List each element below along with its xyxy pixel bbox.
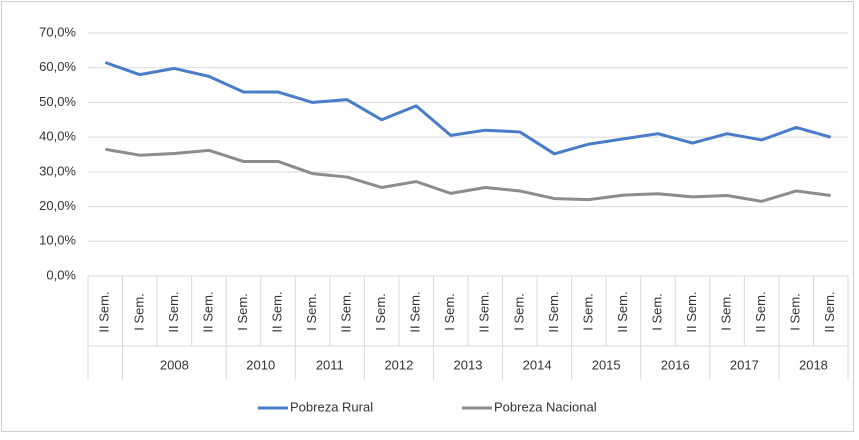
x-tick-label: I Sem. bbox=[131, 293, 146, 331]
x-tick-label: II Sem. bbox=[684, 291, 699, 332]
legend-label: Pobreza Nacional bbox=[494, 399, 597, 414]
y-tick-label: 60,0% bbox=[39, 59, 76, 74]
x-tick-label: I Sem. bbox=[649, 293, 664, 331]
y-tick-label: 70,0% bbox=[39, 24, 76, 39]
y-tick-label: 0,0% bbox=[46, 267, 76, 282]
y-tick-label: 10,0% bbox=[39, 233, 76, 248]
series-line bbox=[104, 61, 832, 156]
x-tick-label: II Sem. bbox=[546, 291, 561, 332]
x-tick-label: II Sem. bbox=[477, 291, 492, 332]
x-tick-label: II Sem. bbox=[408, 291, 423, 332]
year-label: 2013 bbox=[454, 357, 483, 372]
year-label: 2010 bbox=[246, 357, 275, 372]
series-line bbox=[105, 147, 831, 203]
x-tick-label: I Sem. bbox=[304, 293, 319, 331]
x-tick-label: II Sem. bbox=[166, 291, 181, 332]
y-tick-label: 20,0% bbox=[39, 198, 76, 213]
y-tick-label: 30,0% bbox=[39, 163, 76, 178]
x-tick-label: II Sem. bbox=[753, 291, 768, 332]
year-label: 2018 bbox=[799, 357, 828, 372]
year-label: 2011 bbox=[316, 357, 344, 372]
x-tick-label: II Sem. bbox=[97, 291, 112, 332]
x-tick-label: II Sem. bbox=[200, 291, 215, 332]
legend-label: Pobreza Rural bbox=[290, 399, 373, 414]
year-label: 2012 bbox=[384, 357, 413, 372]
x-tick-label: I Sem. bbox=[788, 293, 803, 331]
x-tick-label: II Sem. bbox=[615, 291, 630, 332]
year-label: 2008 bbox=[160, 357, 189, 372]
x-tick-label: I Sem. bbox=[511, 293, 526, 331]
year-label: 2017 bbox=[730, 357, 759, 372]
x-tick-label: I Sem. bbox=[442, 293, 457, 331]
x-tick-label: I Sem. bbox=[373, 293, 388, 331]
year-label: 2015 bbox=[592, 357, 621, 372]
x-tick-label: I Sem. bbox=[719, 293, 734, 331]
chart-frame bbox=[1, 1, 854, 432]
x-tick-label: II Sem. bbox=[339, 291, 354, 332]
y-tick-label: 40,0% bbox=[39, 129, 76, 144]
x-tick-label: I Sem. bbox=[235, 293, 250, 331]
year-label: 2014 bbox=[523, 357, 552, 372]
y-tick-label: 50,0% bbox=[39, 94, 76, 109]
year-label: 2016 bbox=[661, 357, 690, 372]
x-tick-label: I Sem. bbox=[580, 293, 595, 331]
x-tick-label: II Sem. bbox=[822, 291, 837, 332]
x-tick-label: II Sem. bbox=[269, 291, 284, 332]
